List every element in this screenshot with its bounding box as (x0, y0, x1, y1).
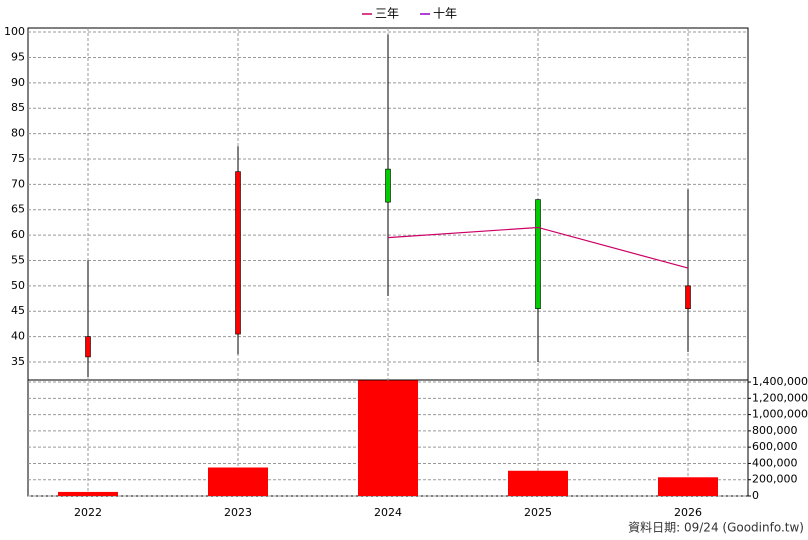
line-series (387, 226, 689, 269)
candle-body (385, 168, 391, 203)
legend-label: 十年 (433, 7, 457, 21)
y2-tick-label: 0 (752, 489, 759, 502)
y-tick-label: 50 (11, 279, 25, 292)
y2-tick-label: 600,000 (752, 440, 798, 453)
candle-body (685, 285, 691, 309)
volume-bar (208, 467, 268, 496)
candle-body (235, 171, 241, 335)
y-tick-label: 70 (11, 177, 25, 190)
y2-tick-label: 1,400,000 (752, 375, 808, 388)
y2-tick-label: 1,200,000 (752, 391, 808, 404)
x-tick-label: 2024 (374, 506, 402, 519)
y-tick-label: 80 (11, 127, 25, 140)
legend-label: 三年 (375, 7, 399, 21)
volume-bar (658, 477, 718, 496)
x-tick-label: 2023 (224, 506, 252, 519)
y-tick-label: 100 (4, 25, 25, 38)
y2-tick-label: 200,000 (752, 473, 798, 486)
y-tick-label: 85 (11, 101, 25, 114)
y-tick-label: 95 (11, 50, 25, 63)
y2-tick-label: 1,000,000 (752, 408, 808, 421)
y2-tick-label: 800,000 (752, 424, 798, 437)
y-tick-label: 55 (11, 253, 25, 266)
x-tick-label: 2026 (674, 506, 702, 519)
y-tick-label: 60 (11, 228, 25, 241)
x-tick-label: 2022 (74, 506, 102, 519)
candle-body (85, 336, 91, 358)
y-tick-label: 75 (11, 152, 25, 165)
footer: 資料日期: 09/24 (Goodinfo.tw) (628, 521, 804, 535)
volume-bar (358, 380, 418, 496)
volume-bar (58, 491, 118, 496)
volume-bar (508, 470, 568, 496)
y-tick-label: 40 (11, 330, 25, 343)
x-tick-label: 2025 (524, 506, 552, 519)
y-tick-label: 65 (11, 203, 25, 216)
y-tick-label: 90 (11, 76, 25, 89)
candle-body (535, 199, 541, 309)
y-tick-label: 45 (11, 304, 25, 317)
y2-tick-label: 400,000 (752, 456, 798, 469)
y-tick-label: 35 (11, 355, 25, 368)
